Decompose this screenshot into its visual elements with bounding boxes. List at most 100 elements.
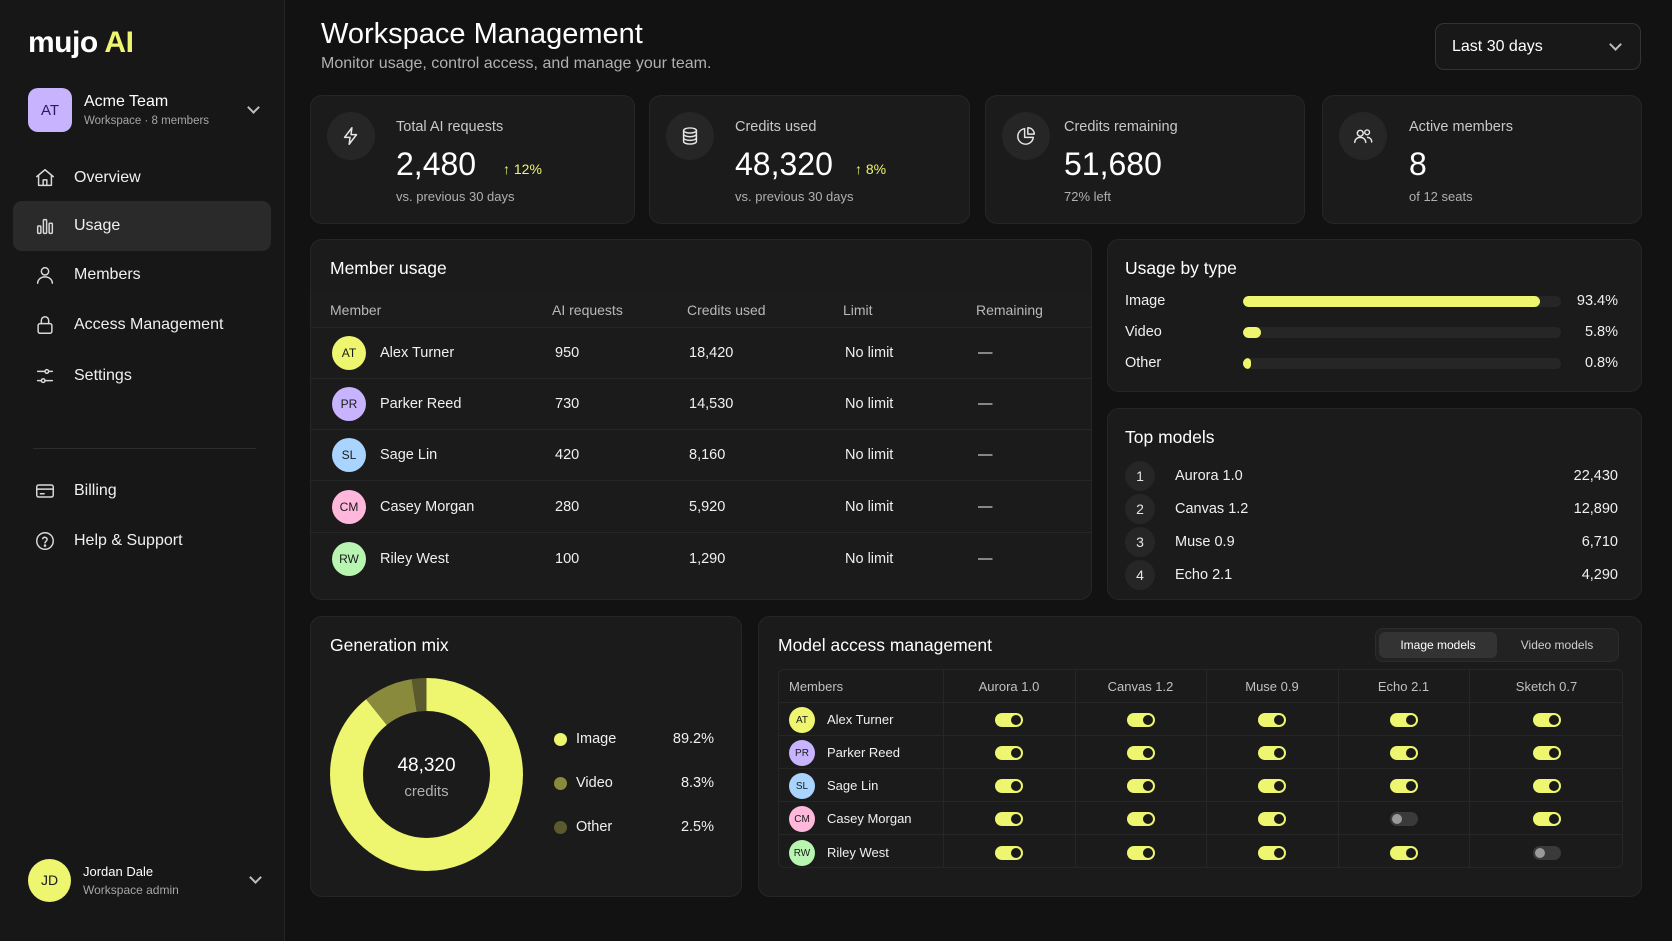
- member-name: Parker Reed: [827, 745, 900, 760]
- column-header: Limit: [843, 302, 873, 318]
- sidebar-item-label: Members: [74, 266, 141, 283]
- user-menu[interactable]: JD Jordan Dale Workspace admin: [28, 858, 262, 902]
- sidebar-item-members[interactable]: Members: [13, 250, 271, 300]
- top-model-row[interactable]: 4 Echo 2.1 4,290: [1125, 560, 1618, 590]
- tab-video-models[interactable]: Video models: [1520, 638, 1594, 652]
- usage-progress-bar: [1243, 296, 1561, 307]
- table-row[interactable]: RW Riley West 100 1,290 No limit —: [311, 534, 1091, 585]
- sidebar-item-billing[interactable]: Billing: [13, 466, 271, 516]
- database-icon: [666, 112, 714, 160]
- ai-requests-value: 420: [555, 447, 580, 463]
- stat-subtitle: vs. previous 30 days: [735, 189, 854, 204]
- access-toggle[interactable]: [1389, 812, 1418, 826]
- toggle-knob: [1142, 715, 1153, 725]
- toggle-knob: [1405, 715, 1416, 725]
- top-model-row[interactable]: 3 Muse 0.9 6,710: [1125, 527, 1618, 557]
- top-model-row[interactable]: 2 Canvas 1.2 12,890: [1125, 494, 1618, 524]
- avatar: PR: [789, 740, 815, 766]
- table-row[interactable]: AT Alex Turner 950 18,420 No limit —: [311, 328, 1091, 379]
- access-toggle[interactable]: [1258, 846, 1286, 860]
- access-toggle[interactable]: [1126, 812, 1155, 826]
- access-toggle[interactable]: [1258, 812, 1286, 826]
- usage-by-type-card: Usage by type Image 93.4% Video 5.8% Other 0.…: [1107, 239, 1642, 392]
- legend-label: Image: [576, 731, 617, 747]
- avatar: SL: [789, 773, 815, 799]
- access-toggle[interactable]: [1532, 713, 1561, 727]
- column-header: AI requests: [552, 302, 623, 318]
- column-header: Muse 0.9: [1245, 679, 1299, 694]
- tab-image-models[interactable]: Image models: [1379, 632, 1497, 658]
- table-row[interactable]: CM Casey Morgan 280 5,920 No limit —: [311, 482, 1091, 533]
- access-toggle[interactable]: [1532, 846, 1561, 860]
- legend-swatch: [554, 777, 567, 790]
- sidebar-item-usage[interactable]: Usage: [13, 201, 271, 251]
- toggle-knob: [1142, 781, 1153, 791]
- sidebar-item-help-support[interactable]: Help & Support: [13, 516, 271, 566]
- access-toggle[interactable]: [1126, 746, 1155, 760]
- access-toggle[interactable]: [1126, 779, 1155, 793]
- access-toggle[interactable]: [1532, 779, 1561, 793]
- legend-value: 2.5%: [680, 819, 714, 835]
- access-toggle[interactable]: [1258, 779, 1286, 793]
- access-toggle[interactable]: [995, 713, 1023, 727]
- avatar: CM: [789, 806, 815, 832]
- generation-mix-card: Generation mix 48,320 credits Image 89.2%…: [310, 616, 742, 897]
- access-toggle[interactable]: [995, 746, 1023, 760]
- avatar: AT: [332, 336, 366, 370]
- model-access-table: Members Aurora 1.0 Canvas 1.2 Muse 0.9 Echo …: [778, 669, 1623, 868]
- stat-subtitle: of 12 seats: [1409, 189, 1473, 204]
- model-name: Echo 2.1: [1175, 567, 1233, 583]
- access-toggle[interactable]: [1389, 779, 1418, 793]
- table-row[interactable]: PR Parker Reed 730 14,530 No limit —: [311, 379, 1091, 430]
- table-row[interactable]: SL Sage Lin 420 8,160 No limit —: [311, 430, 1091, 481]
- sidebar-item-access-management[interactable]: Access Management: [13, 300, 271, 350]
- credits-used-value: 8,160: [689, 447, 726, 463]
- top-model-row[interactable]: 1 Aurora 1.0 22,430: [1125, 461, 1618, 491]
- avatar: RW: [332, 542, 366, 576]
- access-toggle[interactable]: [1258, 746, 1286, 760]
- access-toggle[interactable]: [995, 812, 1023, 826]
- sidebar-item-label: Settings: [74, 367, 132, 384]
- toggle-knob: [1548, 814, 1559, 824]
- access-toggle[interactable]: [995, 846, 1023, 860]
- toggle-knob: [1011, 715, 1021, 725]
- sidebar-item-label: Billing: [74, 482, 117, 499]
- chevron-down-icon: [1609, 37, 1622, 51]
- usage-progress-fill: [1243, 296, 1540, 307]
- table-row: SL Sage Lin: [779, 769, 1622, 802]
- access-toggle[interactable]: [1389, 713, 1418, 727]
- stat-value: 48,320: [735, 146, 833, 182]
- ai-requests-value: 730: [555, 396, 580, 412]
- sidebar-item-settings[interactable]: Settings: [13, 351, 271, 401]
- toggle-knob: [1548, 781, 1559, 791]
- ai-requests-value: 100: [555, 551, 580, 567]
- stat-value: 51,680: [1064, 146, 1162, 182]
- card-title: Generation mix: [330, 635, 449, 655]
- ai-requests-value: 280: [555, 499, 580, 515]
- access-toggle[interactable]: [1532, 746, 1561, 760]
- member-name: Sage Lin: [380, 447, 438, 463]
- access-toggle[interactable]: [1126, 846, 1155, 860]
- date-range-select[interactable]: Last 30 days: [1435, 23, 1641, 70]
- users-icon: [1339, 112, 1387, 160]
- brand-logo[interactable]: mujo AI: [28, 26, 134, 59]
- legend-value: 8.3%: [680, 775, 714, 791]
- usage-progress-bar: [1243, 358, 1561, 369]
- credits-used-value: 1,290: [689, 551, 726, 567]
- usage-type-label: Other: [1125, 355, 1162, 371]
- limit-value: No limit: [845, 551, 894, 567]
- access-toggle[interactable]: [1126, 713, 1155, 727]
- access-toggle[interactable]: [1389, 846, 1418, 860]
- column-header: Members: [789, 679, 844, 694]
- avatar: AT: [789, 707, 815, 733]
- access-toggle[interactable]: [995, 779, 1023, 793]
- legend-item: Other 2.5%: [554, 817, 714, 837]
- model-value: 22,430: [1573, 468, 1618, 484]
- access-toggle[interactable]: [1258, 713, 1286, 727]
- team-switcher[interactable]: AT Acme Team Workspace · 8 members: [28, 87, 260, 133]
- usage-progress-fill: [1243, 358, 1251, 369]
- generation-mix-donut: [330, 678, 523, 871]
- access-toggle[interactable]: [1532, 812, 1561, 826]
- sidebar-item-overview[interactable]: Overview: [13, 153, 271, 203]
- access-toggle[interactable]: [1389, 746, 1418, 760]
